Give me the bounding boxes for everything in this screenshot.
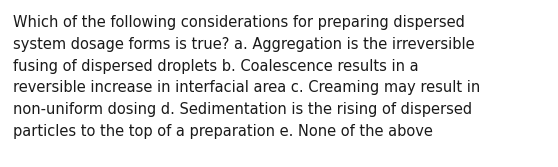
Text: system dosage forms is true? a. Aggregation is the irreversible: system dosage forms is true? a. Aggregat… bbox=[13, 37, 475, 52]
Text: reversible increase in interfacial area c. Creaming may result in: reversible increase in interfacial area … bbox=[13, 80, 480, 95]
Text: fusing of dispersed droplets b. Coalescence results in a: fusing of dispersed droplets b. Coalesce… bbox=[13, 59, 418, 74]
Text: non-uniform dosing d. Sedimentation is the rising of dispersed: non-uniform dosing d. Sedimentation is t… bbox=[13, 102, 472, 117]
Text: Which of the following considerations for preparing dispersed: Which of the following considerations fo… bbox=[13, 15, 465, 30]
Text: particles to the top of a preparation e. None of the above: particles to the top of a preparation e.… bbox=[13, 124, 433, 139]
